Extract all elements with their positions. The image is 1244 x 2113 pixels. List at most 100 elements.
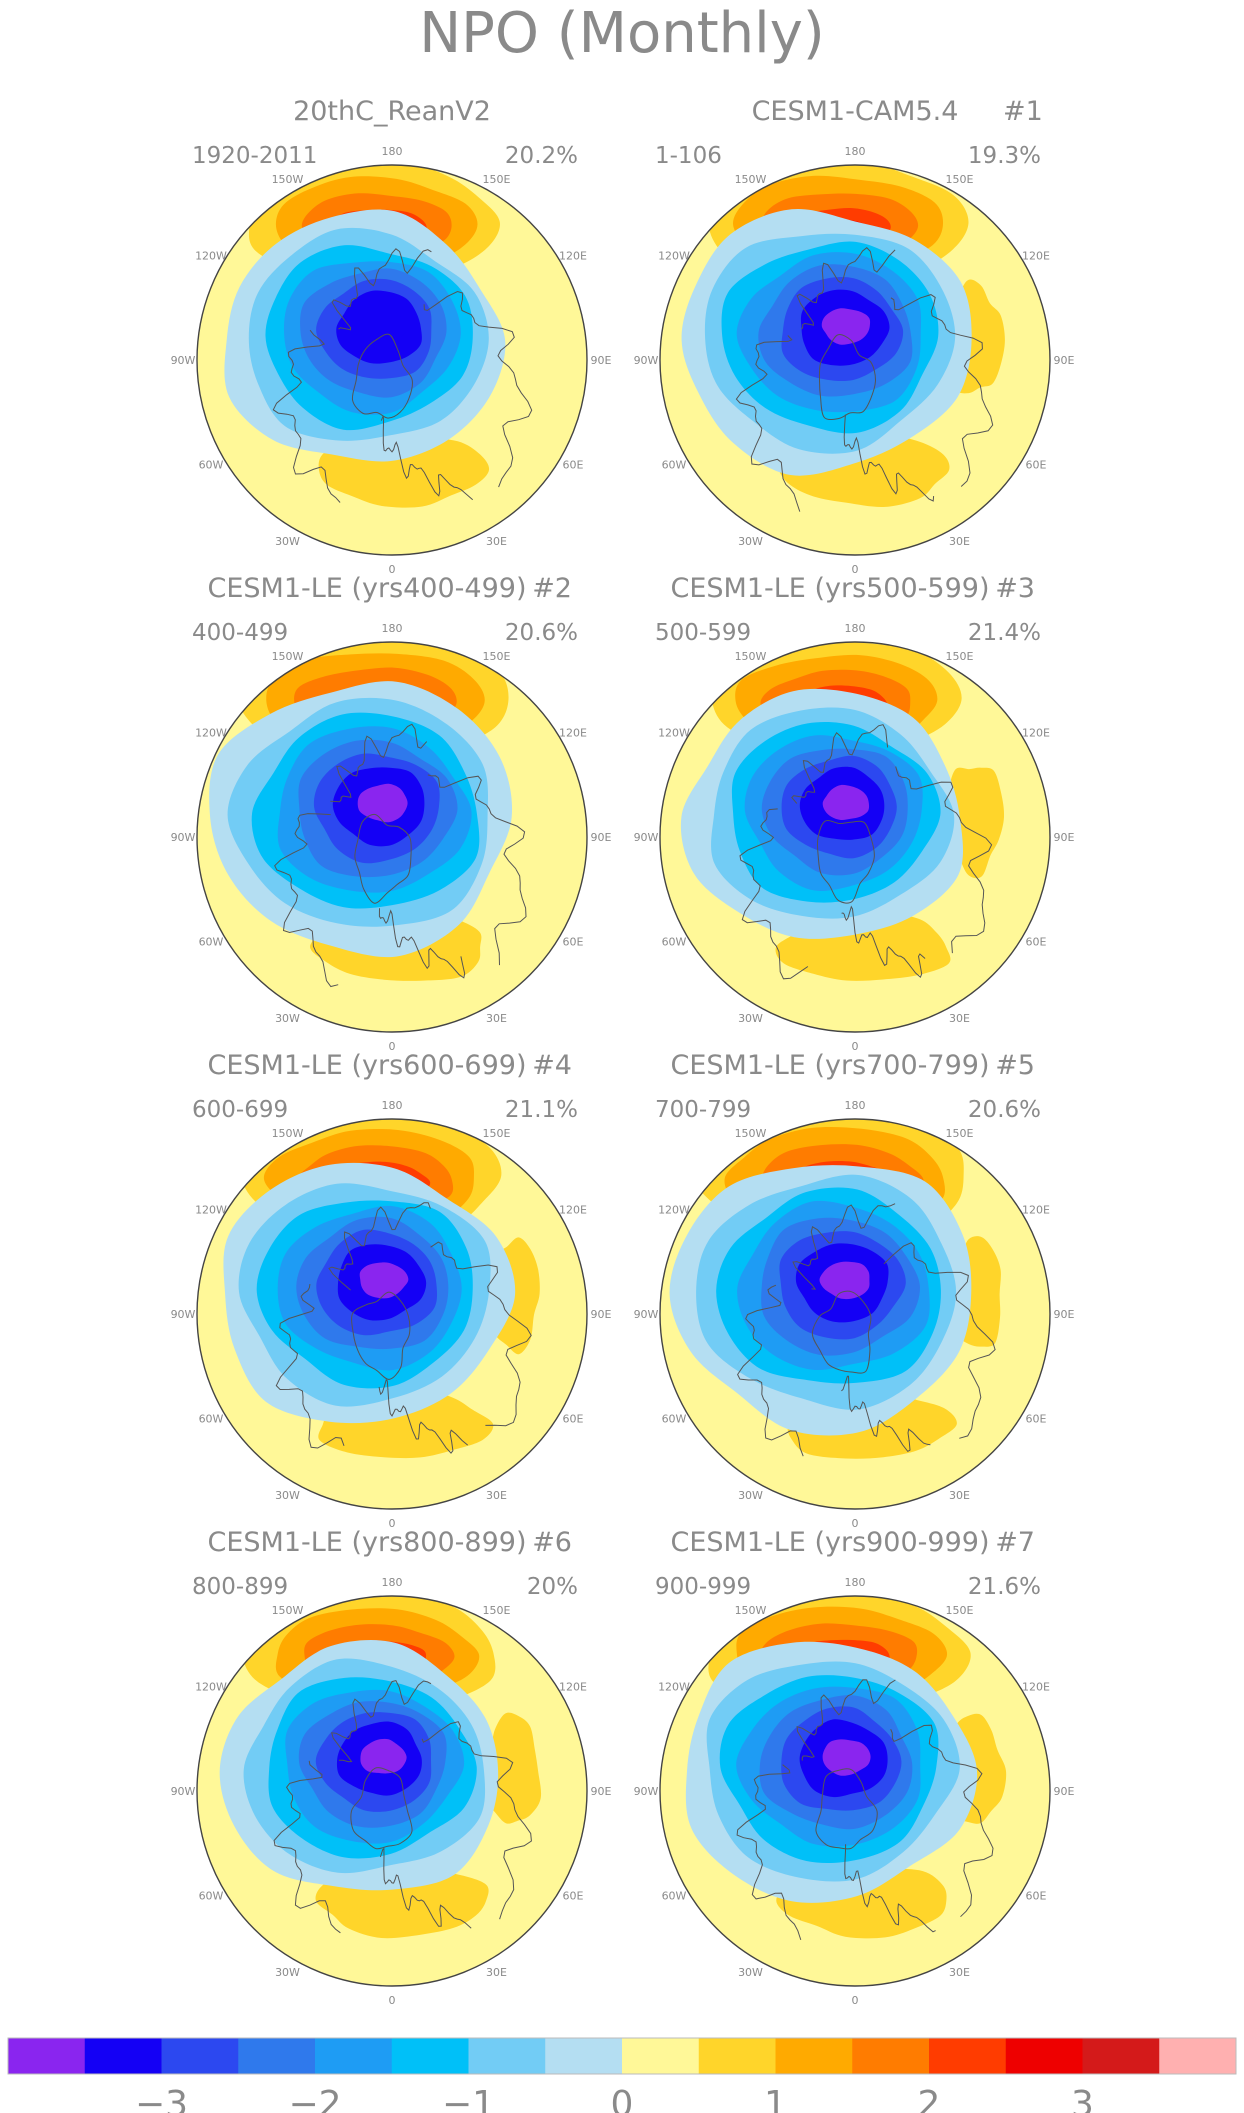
panel-variance: 21.4%: [968, 620, 1041, 646]
colorbar-swatch: [775, 2038, 853, 2074]
panel-number: #2: [532, 573, 572, 604]
panel-title: CESM1-LE (yrs400-499): [208, 573, 527, 604]
longitude-label: 150E: [946, 1127, 974, 1140]
longitude-label: 30E: [486, 535, 507, 548]
longitude-label: 60W: [662, 459, 687, 472]
longitude-label: 90W: [171, 1308, 196, 1321]
pattern-field: [197, 165, 587, 555]
longitude-label: 150E: [483, 173, 511, 186]
panel-years: 500-599: [655, 620, 751, 646]
panel-variance: 21.6%: [968, 1574, 1041, 1600]
longitude-label: 90E: [591, 354, 612, 367]
map-boundary: [659, 1595, 1051, 1987]
longitude-label: 90W: [634, 354, 659, 367]
longitude-label: 150W: [735, 173, 767, 186]
negative-contour: [357, 783, 408, 823]
longitude-label: 120W: [658, 1204, 690, 1217]
colorbar-swatch: [1159, 2038, 1237, 2074]
longitude-label: 150W: [735, 1604, 767, 1617]
longitude-label: 120E: [1022, 1204, 1050, 1217]
colorbar-swatch: [622, 2038, 700, 2074]
panel-title: CESM1-LE (yrs600-699): [208, 1050, 527, 1081]
longitude-label: 60W: [199, 459, 224, 472]
map-panel: CESM1-LE (yrs500-599) #3 500-599 21.4% 180 15…: [634, 573, 1075, 1053]
longitude-label: 60E: [563, 459, 584, 472]
longitude-label: 30W: [275, 1966, 300, 1979]
panel-years: 700-799: [655, 1097, 751, 1123]
longitude-label: 90W: [634, 1308, 659, 1321]
panel-years: 1-106: [655, 143, 722, 169]
colorbar-tick-label: −3: [135, 2084, 188, 2113]
map-panel: CESM1-LE (yrs800-899) #6 800-899 20% 180 150E…: [171, 1527, 612, 2007]
longitude-label: 60E: [1026, 936, 1047, 949]
colorbar-swatch: [929, 2038, 1007, 2074]
colorbar-swatch: [852, 2038, 930, 2074]
longitude-label: 60E: [563, 1890, 584, 1903]
negative-contour: [819, 1261, 870, 1300]
map-boundary: [196, 1118, 588, 1510]
longitude-label: 120E: [559, 1681, 587, 1694]
longitude-label: 120E: [1022, 250, 1050, 263]
longitude-label: 90E: [1054, 1308, 1075, 1321]
longitude-label: 30E: [486, 1489, 507, 1502]
longitude-label: 30E: [949, 1489, 970, 1502]
longitude-label: 60E: [1026, 1413, 1047, 1426]
longitude-label: 120W: [195, 250, 227, 263]
colorbar-tick-label: 2: [918, 2084, 941, 2113]
map-panels: 20thC_ReanV2 1920-2011 20.2% 180 150E 120E 90E…: [171, 96, 1075, 2007]
panel-years: 1920-2011: [192, 143, 317, 169]
colorbar-swatch: [468, 2038, 546, 2074]
map-boundary: [196, 164, 588, 556]
longitude-label: 180: [845, 145, 866, 158]
colorbar-swatch: [238, 2038, 316, 2074]
longitude-label: 120W: [658, 727, 690, 740]
map-boundary: [659, 164, 1051, 556]
negative-contour: [821, 308, 871, 345]
panel-variance: 20%: [527, 1574, 578, 1600]
longitude-label: 0: [852, 563, 859, 576]
longitude-label: 60E: [1026, 1890, 1047, 1903]
pattern-field: [660, 1119, 1050, 1509]
panel-number: #4: [532, 1050, 572, 1081]
panel-title: CESM1-LE (yrs800-899): [208, 1527, 527, 1558]
longitude-label: 180: [845, 622, 866, 635]
longitude-label: 120E: [559, 727, 587, 740]
coastlines: [273, 1680, 532, 1934]
longitude-label: 0: [389, 1040, 396, 1053]
longitude-label: 150W: [272, 650, 304, 663]
longitude-label: 30E: [949, 1966, 970, 1979]
panel-variance: 20.6%: [968, 1097, 1041, 1123]
longitude-label: 90W: [171, 354, 196, 367]
longitude-label: 30W: [738, 535, 763, 548]
longitude-label: 150E: [483, 1604, 511, 1617]
longitude-label: 60W: [199, 1890, 224, 1903]
panel-number: #5: [995, 1050, 1035, 1081]
panel-years: 900-999: [655, 1574, 751, 1600]
longitude-label: 60W: [662, 1890, 687, 1903]
longitude-label: 150E: [946, 1604, 974, 1617]
longitude-label: 150W: [735, 650, 767, 663]
longitude-label: 150E: [483, 1127, 511, 1140]
longitude-label: 120E: [559, 1204, 587, 1217]
longitude-label: 90E: [1054, 354, 1075, 367]
longitude-label: 180: [845, 1099, 866, 1112]
colorbar-swatch: [391, 2038, 469, 2074]
longitude-label: 60E: [563, 936, 584, 949]
longitude-label: 0: [389, 1994, 396, 2007]
panel-number: #6: [532, 1527, 572, 1558]
panel-title: CESM1-LE (yrs900-999): [671, 1527, 990, 1558]
pattern-field: [197, 642, 587, 1032]
longitude-label: 120W: [195, 727, 227, 740]
panel-number: #7: [995, 1527, 1035, 1558]
longitude-label: 30W: [738, 1489, 763, 1502]
longitude-label: 0: [852, 1994, 859, 2007]
colorbar-swatch: [315, 2038, 393, 2074]
panel-years: 400-499: [192, 620, 288, 646]
panel-title: CESM1-LE (yrs500-599): [671, 573, 990, 604]
longitude-label: 180: [845, 1576, 866, 1589]
colorbar-swatch: [161, 2038, 239, 2074]
longitude-label: 180: [382, 145, 403, 158]
negative-contour: [822, 784, 870, 821]
coastlines: [735, 247, 994, 512]
negative-contour: [822, 1739, 871, 1776]
